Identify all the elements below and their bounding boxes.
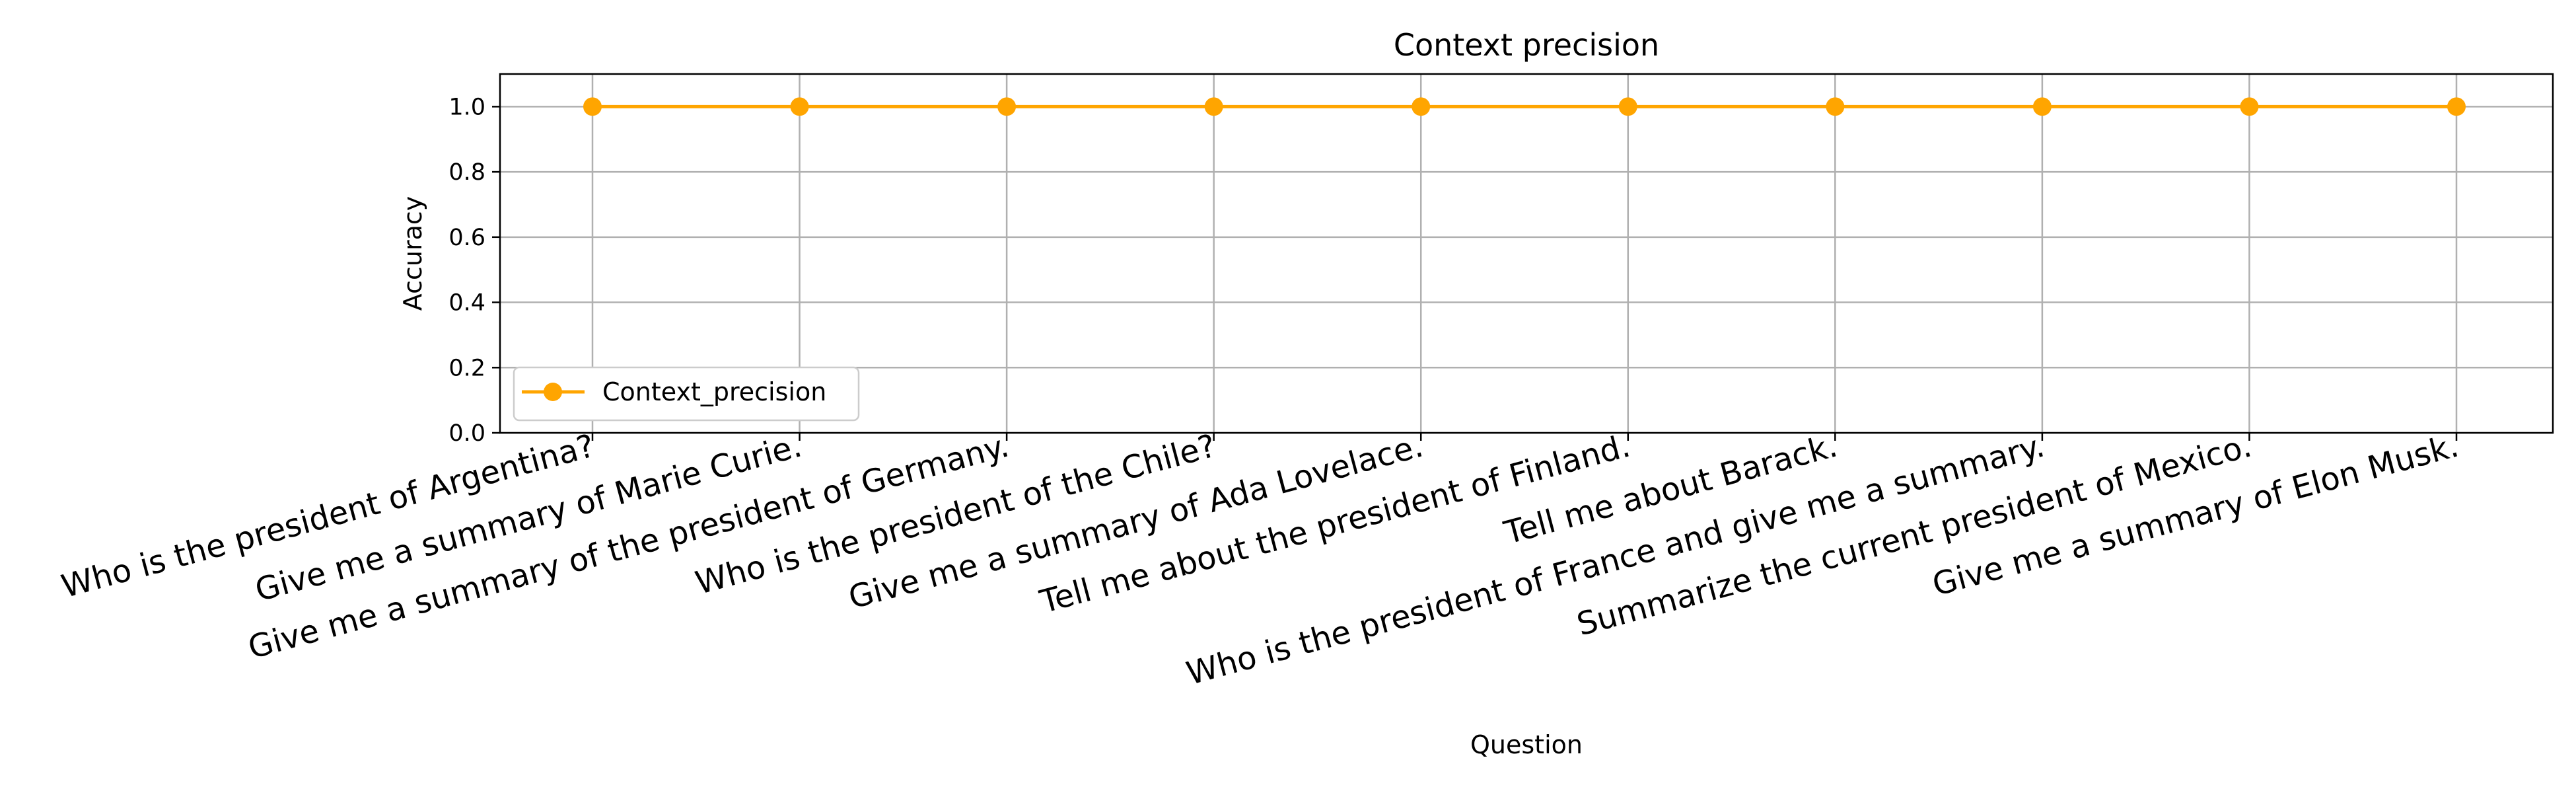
data-point [2240,97,2259,116]
x-axis-label: Question [1470,730,1583,759]
series-layer [583,97,2466,116]
chart-title: Context precision [1394,27,1659,63]
y-tick-label: 0.0 [448,420,485,447]
legend: Context_precision [513,366,860,422]
y-tick-label: 1.0 [448,94,485,120]
legend-label: Context_precision [602,377,826,406]
axes-frame [499,73,2554,434]
legend-marker-swatch [544,383,562,401]
y-tick-label: 0.6 [448,225,485,251]
y-tick-label: 0.2 [448,355,485,381]
data-point [2032,97,2052,116]
data-point [1826,97,1845,116]
data-point [997,97,1017,116]
y-tick-label: 0.8 [448,159,485,186]
data-point [790,97,809,116]
y-tick-label: 0.4 [448,290,485,317]
legend-box [513,366,860,422]
data-point [1412,97,1431,116]
data-point [1618,97,1637,116]
data-point [1204,97,1223,116]
data-point [2447,97,2466,116]
data-point [583,97,602,116]
y-axis-label: Accuracy [398,196,427,311]
